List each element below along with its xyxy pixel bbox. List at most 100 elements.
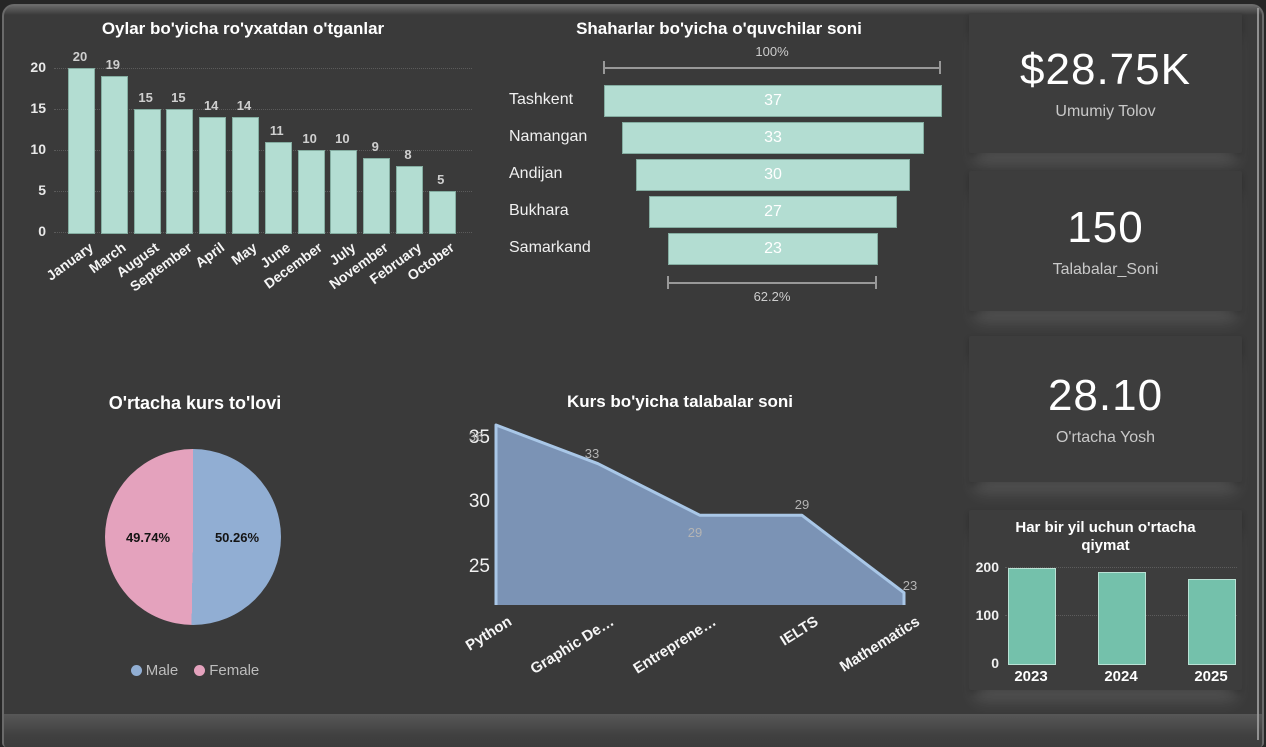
bar <box>1008 568 1056 665</box>
kpi-label: O'rtacha Yosh <box>1055 429 1156 446</box>
bar <box>166 109 194 234</box>
pie <box>105 449 281 625</box>
y-tick-label: 10 <box>30 141 46 157</box>
pie-slice-label: 49.74% <box>125 530 171 545</box>
students-by-course-area-chart: Kurs bo'yicha talabalar soni 25 30 35 36 33 2… <box>400 385 960 725</box>
bar-value-label: 15 <box>138 90 153 105</box>
course-payment-pie-chart: O'rtacha kurs to'lovi 50.26% 49.74% Male Fe… <box>40 385 350 700</box>
y-tick-label: 30 <box>468 491 490 513</box>
gridline <box>54 232 472 233</box>
monthly-registrations-chart: Oylar bo'yicha ro'yxatdan o'tganlar 0 5 10… <box>8 6 478 358</box>
pie-slice-label: 50.26% <box>214 530 260 545</box>
funnel-bar: 27 <box>649 196 897 228</box>
x-axis-label: April <box>191 239 228 271</box>
bar <box>297 150 325 234</box>
bracket-tick <box>666 276 669 289</box>
legend-label: Male <box>145 662 179 679</box>
data-point-label: 29 <box>687 525 703 541</box>
yearly-average-chart-card: Har bir yil uchun o'rtacha qiymat 0 100 20… <box>969 510 1242 690</box>
kpi-label: Umumiy Tolov <box>1055 103 1156 120</box>
x-axis-label: May <box>228 239 260 268</box>
kpi-label: Talabalar_Soni <box>1052 261 1159 278</box>
vertical-scrollbar[interactable] <box>1257 8 1259 740</box>
bar <box>232 117 259 234</box>
x-axis-label: 2023 <box>1014 668 1048 685</box>
bracket-tick <box>603 61 606 74</box>
area-shape <box>494 423 906 605</box>
bar-value-label: 14 <box>236 98 252 114</box>
bar-value-label: 20 <box>72 49 88 64</box>
bar-value-label: 14 <box>203 98 219 114</box>
y-tick-label: 20 <box>30 59 46 75</box>
bar <box>428 191 456 234</box>
bar <box>363 158 391 234</box>
funnel-bar: 37 <box>604 85 942 117</box>
kpi-value: $28.75K <box>1020 45 1191 94</box>
legend-item[interactable]: Male <box>130 662 179 679</box>
funnel-row-label: Tashkent <box>509 91 574 108</box>
y-tick-label: 35 <box>468 426 490 448</box>
data-point-label: 33 <box>584 445 600 461</box>
gridline <box>54 150 472 151</box>
legend-label: Female <box>209 662 260 679</box>
kpi-value: 150 <box>1067 203 1144 252</box>
y-tick-label: 0 <box>38 223 46 239</box>
bar <box>264 141 292 234</box>
data-point-label: 36 <box>468 429 484 444</box>
y-tick-label: 0 <box>991 655 999 671</box>
bar <box>396 166 423 234</box>
legend-swatch <box>194 665 206 676</box>
gridline <box>54 68 472 69</box>
bar-value-label: 8 <box>404 147 412 163</box>
bar <box>68 68 95 234</box>
bar-value-label: 5 <box>437 172 445 187</box>
bar-value-label: 11 <box>269 122 284 138</box>
gridline <box>54 191 472 192</box>
data-point-label: 29 <box>794 497 810 513</box>
bar-value-label: 15 <box>171 90 186 105</box>
chart-title: Har bir yil uchun o'rtacha qiymat <box>1015 519 1196 554</box>
y-tick-label: 25 <box>468 555 490 577</box>
funnel-top-percentage: 100% <box>755 44 789 59</box>
kpi-card-total-payment: $28.75K Umumiy Tolov <box>969 13 1242 153</box>
bar <box>1188 578 1236 665</box>
funnel-row-label: Samarkand <box>509 239 591 256</box>
chart-title: O'rtacha kurs to'lovi <box>108 393 282 413</box>
funnel-row-label: Andijan <box>509 165 563 182</box>
bar <box>330 150 358 234</box>
kpi-card-student-count: 150 Talabalar_Soni <box>969 171 1242 311</box>
legend: Male Female <box>40 662 350 679</box>
window-top-shadow <box>4 6 1262 15</box>
y-tick-label: 200 <box>975 559 999 575</box>
bottom-edge-shadow <box>4 714 1262 747</box>
bar-value-label: 10 <box>302 131 317 146</box>
legend-swatch <box>130 665 142 676</box>
x-axis-label: 2024 <box>1104 668 1138 685</box>
funnel-bar: 23 <box>667 233 879 265</box>
funnel-row-label: Bukhara <box>509 202 569 219</box>
y-tick-label: 5 <box>38 182 46 198</box>
bracket-tick <box>875 276 878 289</box>
bar-value-label: 9 <box>371 139 379 155</box>
legend-item[interactable]: Female <box>194 662 259 679</box>
bar <box>199 117 227 234</box>
bar <box>1098 571 1146 665</box>
bracket-line <box>604 67 940 69</box>
bar <box>100 76 128 234</box>
funnel-row-label: Namangan <box>509 128 588 145</box>
kpi-value: 28.10 <box>1047 371 1164 420</box>
y-tick-label: 100 <box>975 607 999 623</box>
chart-title: Shaharlar bo'yicha o'quvchilar soni <box>576 19 862 38</box>
bar <box>133 109 161 234</box>
bar-value-label: 19 <box>105 57 121 73</box>
city-students-funnel-chart: Shaharlar bo'yicha o'quvchilar soni 100%… <box>480 6 958 358</box>
bracket-line <box>667 282 877 284</box>
funnel-bar: 30 <box>635 159 911 191</box>
funnel-bottom-percentage: 62.2% <box>753 289 791 304</box>
gridline <box>54 109 472 110</box>
kpi-card-average-age: 28.10 O'rtacha Yosh <box>969 336 1242 482</box>
chart-title: Kurs bo'yicha talabalar soni <box>566 392 794 411</box>
chart-title: Oylar bo'yicha ro'yxatdan o'tganlar <box>101 19 385 38</box>
kpi-column: $28.75K Umumiy Tolov 150 Talabalar_Soni … <box>963 0 1245 747</box>
